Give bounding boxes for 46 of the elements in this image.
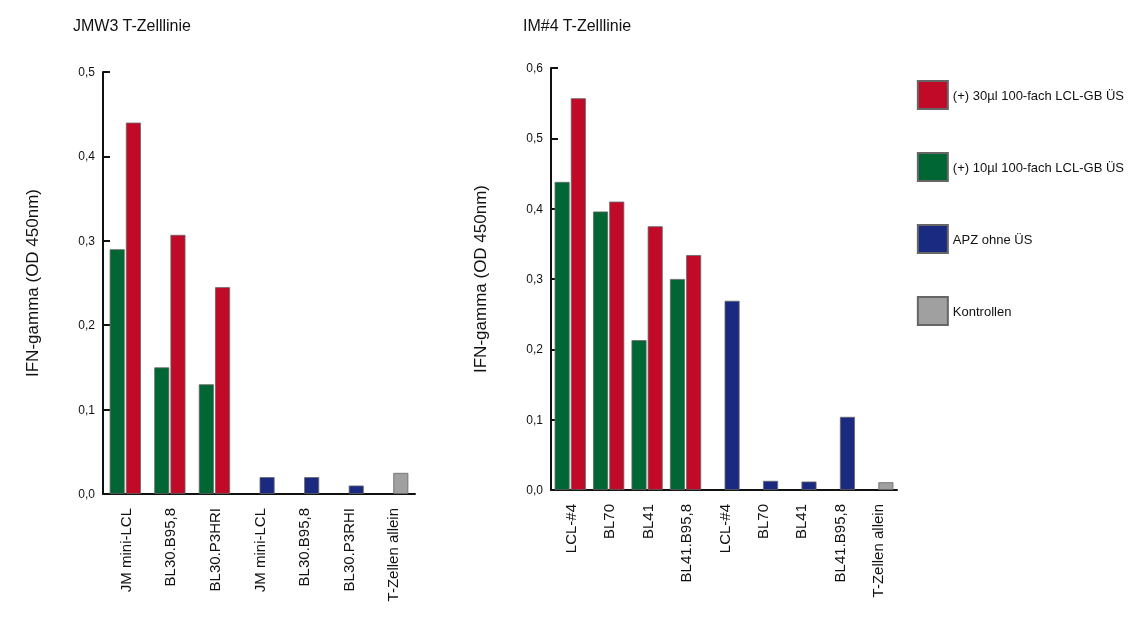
x-tick-label: BL70	[600, 504, 618, 540]
x-tick-label: BL30.P3HRI	[205, 508, 223, 592]
legend-label: APZ ohne ÜS	[952, 231, 1033, 247]
bar	[348, 485, 364, 494]
bar	[724, 300, 740, 490]
y-tick-label: 0,1	[526, 412, 544, 427]
x-tick-label: BL30.B95,8	[295, 508, 313, 587]
y-tick-label: 0,0	[526, 483, 544, 497]
x-tick-label: LCL-#4	[561, 504, 579, 554]
bar	[259, 477, 275, 494]
y-tick-label: 0,4	[78, 149, 96, 164]
y-tick-label: 0,1	[78, 402, 96, 417]
y-axis-title: IFN-gamma (OD 450nm)	[23, 189, 42, 377]
x-tick-label: BL41	[792, 504, 810, 540]
x-tick-label: LCL-#4	[715, 504, 733, 554]
x-tick-label: JM mini-LCL	[116, 508, 134, 593]
legend-label: (+) 10µl 100-fach LCL-GB ÜS	[952, 159, 1125, 175]
x-tick-label: T-Zellen allein	[869, 504, 887, 598]
bar	[763, 480, 779, 490]
y-tick-label: 0,3	[78, 233, 96, 248]
x-tick-label: BL70	[753, 504, 771, 540]
y-tick-label: 0,5	[78, 65, 96, 79]
x-tick-label: BL41.B95,8	[830, 504, 848, 583]
bar	[839, 416, 855, 490]
bar	[304, 477, 320, 494]
bar	[801, 481, 817, 490]
y-tick-label: 0,6	[526, 61, 544, 75]
y-tick-label: 0,2	[526, 342, 544, 357]
chart-title: JMW3 T-Zelllinie	[73, 16, 192, 34]
y-tick-label: 0,3	[526, 272, 544, 286]
chart-title: IM#4 T-Zelllinie	[523, 16, 632, 34]
y-axis-title: IFN-gamma (OD 450nm)	[471, 185, 490, 373]
bar	[393, 472, 409, 494]
x-tick-label: BL41	[638, 504, 656, 540]
y-tick-label: 0,4	[526, 201, 544, 216]
x-tick-label: BL30.B95,8	[161, 508, 179, 587]
x-tick-label: T-Zellen allein	[384, 508, 402, 602]
legend-label: (+) 30µl 100-fach LCL-GB ÜS	[952, 87, 1125, 103]
y-tick-label: 0,0	[78, 487, 96, 501]
x-tick-label: JM mini-LCL	[250, 508, 268, 593]
x-tick-label: BL41.B95,8	[677, 504, 695, 583]
x-tick-label: BL30.P3RHI	[339, 508, 357, 592]
y-tick-label: 0,5	[526, 131, 544, 146]
bar	[878, 482, 894, 490]
y-tick-label: 0,2	[78, 318, 96, 333]
legend-label: Kontrollen	[952, 303, 1012, 319]
